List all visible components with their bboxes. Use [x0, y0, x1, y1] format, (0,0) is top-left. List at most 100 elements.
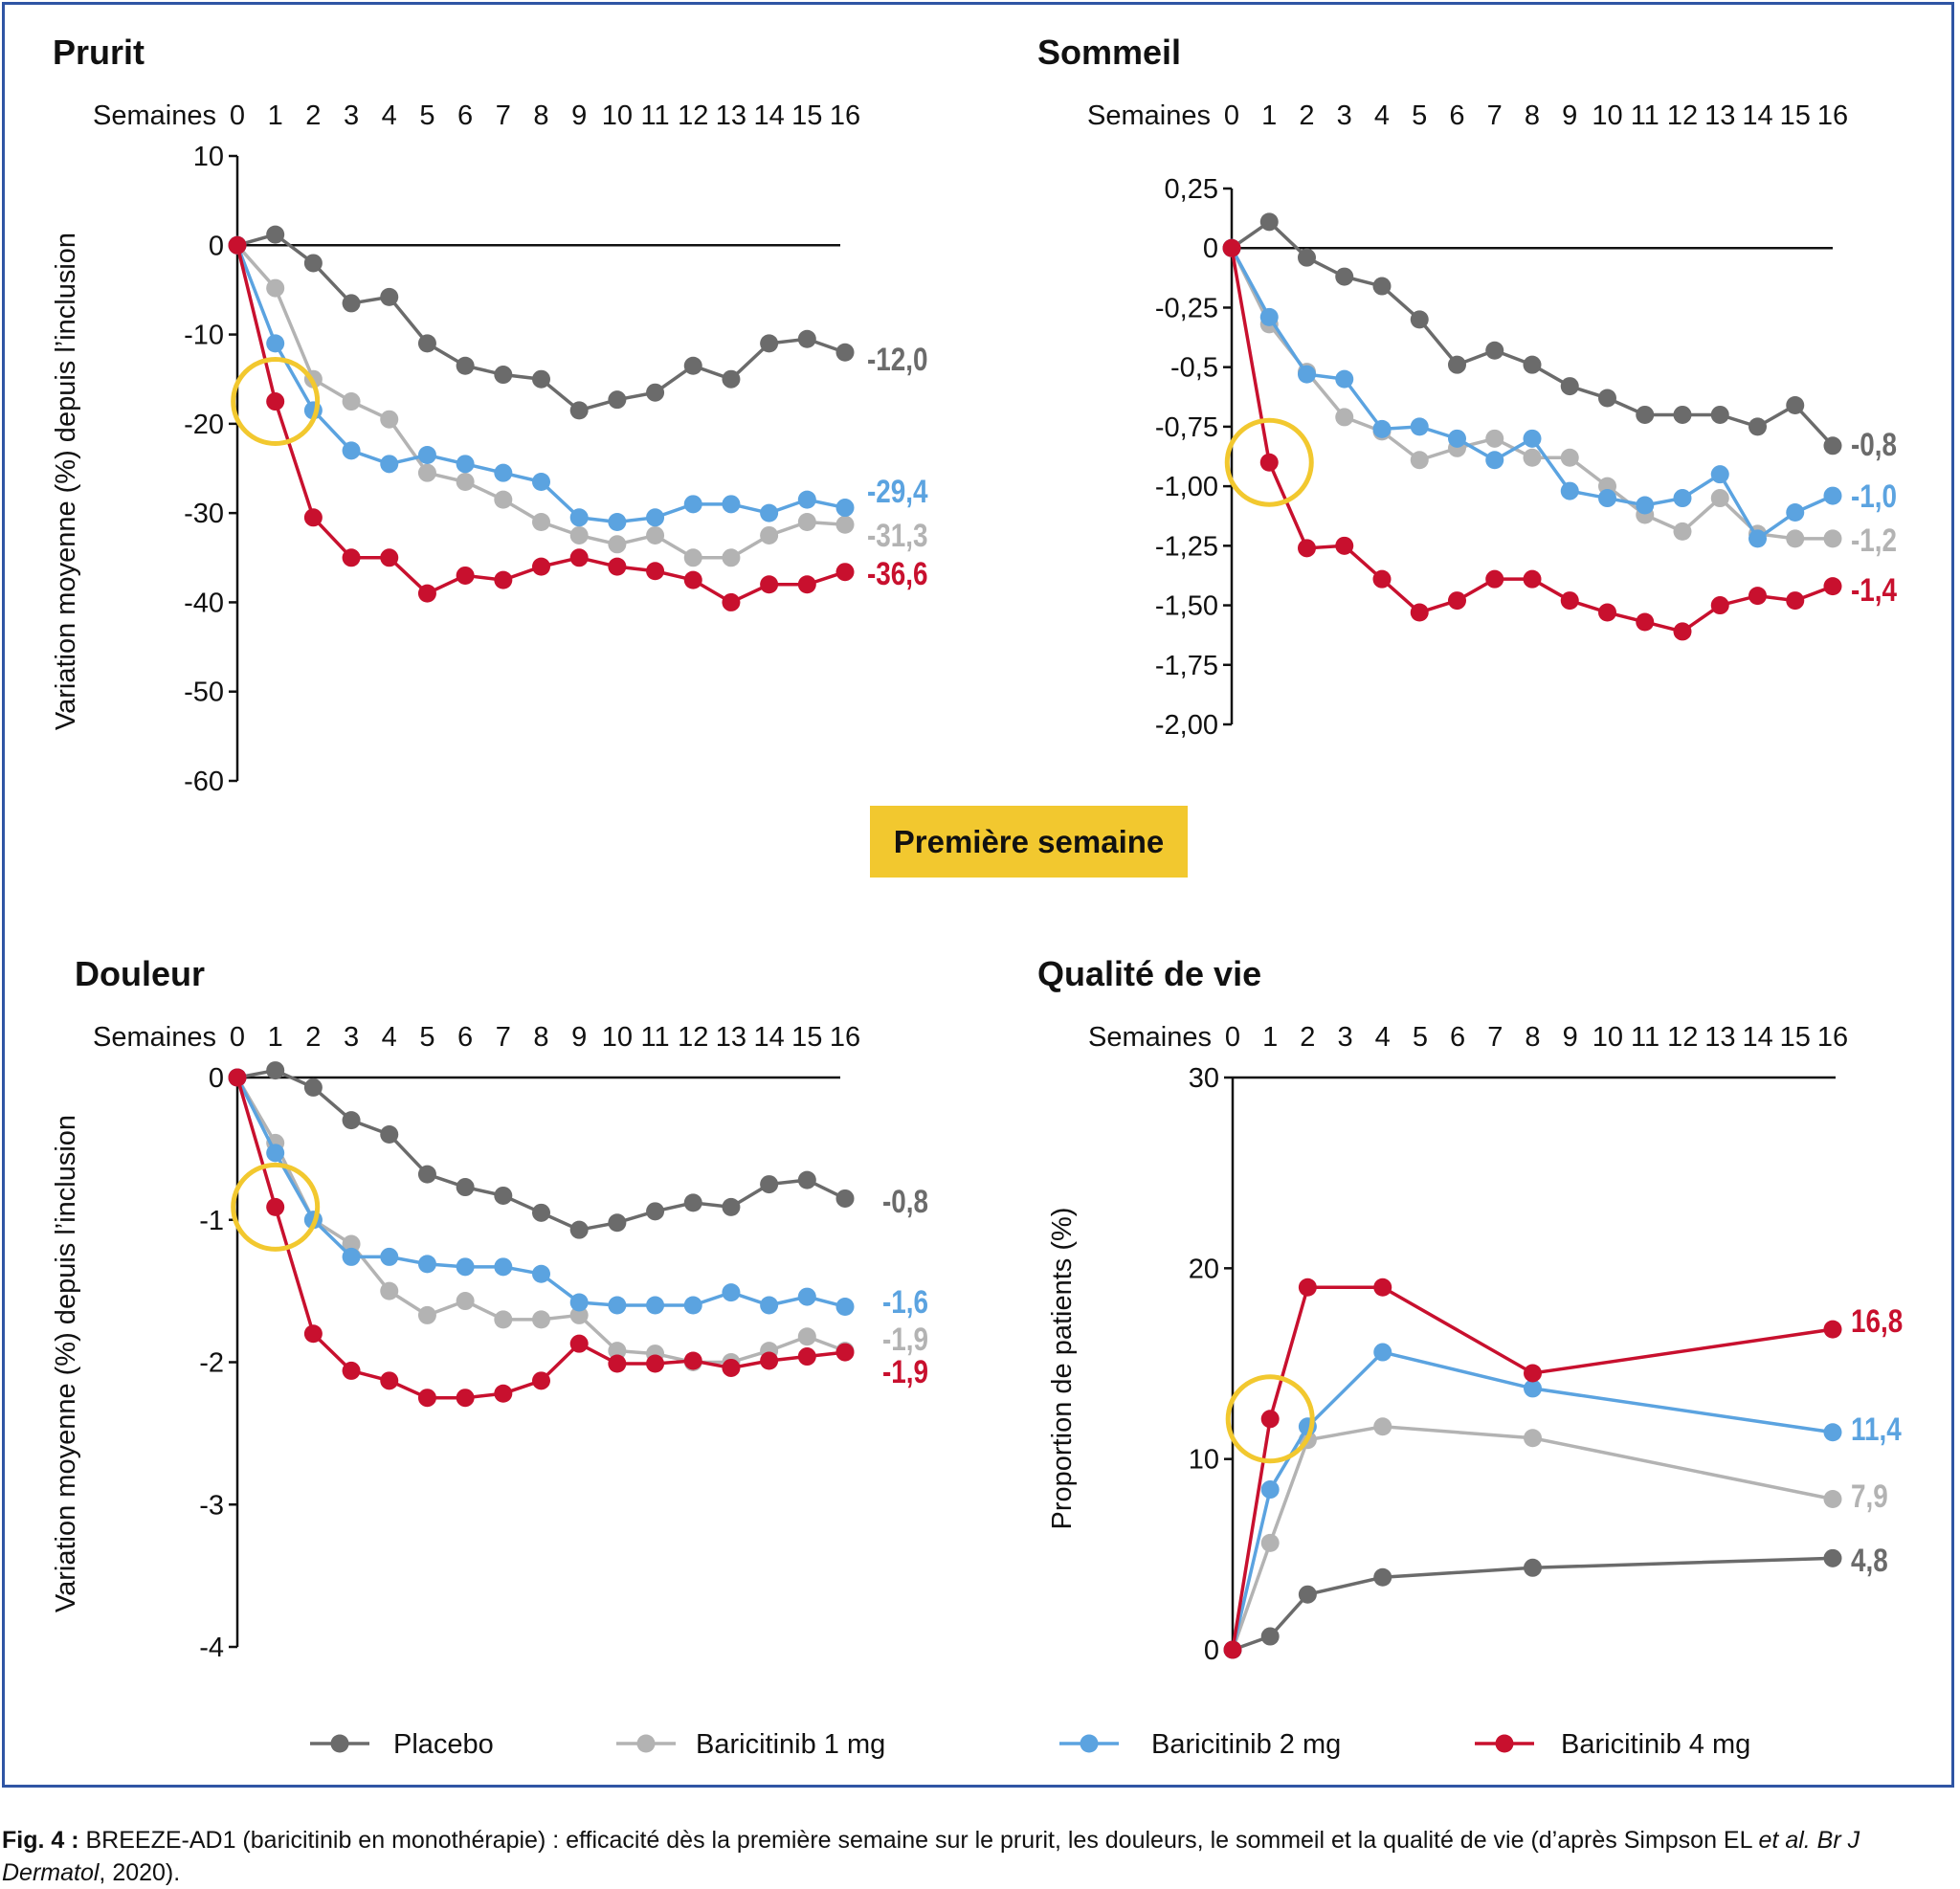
first-week-highlight-circle	[1225, 1374, 1315, 1464]
x-axis-label: Semaines	[93, 100, 216, 131]
data-point	[1298, 365, 1316, 384]
data-point	[646, 1354, 665, 1373]
legend-label: Baricitinib 4 mg	[1561, 1729, 1750, 1760]
x-tick-label: 10	[1592, 100, 1622, 131]
y-tick-label: -0,75	[1155, 412, 1218, 443]
data-point	[1259, 453, 1279, 472]
end-value-label: -1,6	[882, 1283, 928, 1320]
data-point	[1372, 419, 1392, 438]
data-point	[1335, 369, 1354, 389]
data-point	[342, 1361, 361, 1380]
legend-label: Placebo	[393, 1729, 494, 1760]
data-point	[1710, 596, 1729, 615]
series-baricitinib-2-mg: -1,6	[228, 1068, 928, 1321]
data-point	[1335, 536, 1354, 555]
y-tick-label: 0	[1203, 233, 1218, 264]
y-tick-label: -4	[199, 1633, 224, 1663]
series-line	[1230, 219, 1835, 447]
data-point	[1598, 489, 1616, 508]
x-tick-label: 4	[382, 1022, 397, 1053]
data-point	[417, 334, 436, 353]
data-point	[532, 1310, 550, 1329]
series-placebo: -0,8	[1222, 212, 1897, 463]
data-point	[608, 512, 627, 531]
x-tick-label: 7	[1487, 1022, 1503, 1053]
x-tick-label: 0	[1225, 1022, 1240, 1053]
data-point	[1560, 377, 1579, 396]
data-point	[417, 584, 436, 603]
legend-item: Baricitinib 4 mg	[1475, 1729, 1750, 1760]
x-tick-label: 1	[1262, 1022, 1278, 1053]
x-tick-label: 1	[268, 100, 283, 131]
data-point	[1823, 1423, 1842, 1442]
data-point	[494, 1384, 513, 1403]
y-tick-label: -1,50	[1155, 591, 1218, 622]
x-axis-label: Semaines	[93, 1022, 216, 1053]
data-point	[760, 334, 779, 353]
data-point	[1524, 1364, 1542, 1383]
data-point	[683, 1296, 702, 1315]
data-point	[266, 278, 285, 298]
y-tick-label: -10	[184, 321, 224, 351]
data-point	[456, 566, 475, 585]
data-point	[417, 1389, 436, 1408]
x-tick-label: 8	[1525, 100, 1540, 131]
y-axis-label: Proportion de patients (%)	[1047, 1208, 1078, 1530]
data-point	[1485, 341, 1504, 360]
y-tick-label: -50	[184, 678, 224, 708]
y-tick-label: -2,00	[1155, 710, 1218, 741]
data-point	[1222, 238, 1241, 257]
legend: Placebo Baricitinib 1 mg Baricitinib 2 mg B…	[310, 1729, 1750, 1760]
x-tick-label: 9	[1563, 1022, 1578, 1053]
y-tick-label: -1,75	[1155, 651, 1218, 681]
x-axis-label: Semaines	[1088, 1022, 1212, 1053]
data-point	[835, 1297, 855, 1316]
data-point	[1823, 1548, 1842, 1567]
data-point	[683, 495, 702, 514]
y-tick-label: 0	[209, 231, 224, 261]
data-point	[380, 455, 399, 474]
y-tick-label: -3	[199, 1490, 224, 1521]
end-value-label: -1,9	[882, 1353, 928, 1389]
data-point	[1673, 622, 1692, 641]
data-point	[1260, 1410, 1280, 1429]
data-point	[1259, 212, 1279, 232]
data-point	[1485, 429, 1504, 448]
data-point	[1448, 591, 1466, 611]
data-point	[1372, 569, 1392, 589]
data-point	[1560, 448, 1579, 467]
data-point	[1710, 405, 1729, 424]
data-point	[1523, 355, 1542, 374]
data-point	[1448, 355, 1466, 374]
x-tick-label: 11	[641, 100, 670, 131]
y-tick-label: 10	[1189, 1445, 1219, 1476]
data-point	[1335, 267, 1354, 286]
x-tick-label: 1	[268, 1022, 283, 1053]
data-point	[722, 548, 741, 567]
x-tick-label: 14	[753, 100, 784, 131]
end-value-label: -0,8	[882, 1183, 928, 1219]
x-tick-label: 0	[230, 100, 245, 131]
series-line	[235, 1077, 846, 1400]
x-tick-label: 10	[1592, 1022, 1623, 1053]
data-point	[1748, 417, 1767, 436]
data-point	[1524, 1379, 1542, 1398]
data-point	[303, 1324, 323, 1344]
end-value-label: -1,2	[1851, 522, 1897, 558]
data-point	[532, 1371, 550, 1390]
data-point	[1823, 486, 1842, 505]
data-point	[1710, 489, 1729, 508]
data-point	[494, 490, 513, 509]
data-point	[569, 1293, 589, 1312]
data-point	[266, 1144, 285, 1163]
x-tick-label: 5	[419, 100, 434, 131]
x-tick-label: 16	[830, 1022, 860, 1053]
legend-item: Placebo	[310, 1729, 494, 1760]
data-point	[646, 1202, 665, 1221]
series-baricitinib-1-mg: 7,9	[1223, 1417, 1888, 1659]
data-point	[1260, 1627, 1280, 1646]
data-point	[303, 254, 323, 273]
figure-frame	[2, 2, 1954, 1788]
